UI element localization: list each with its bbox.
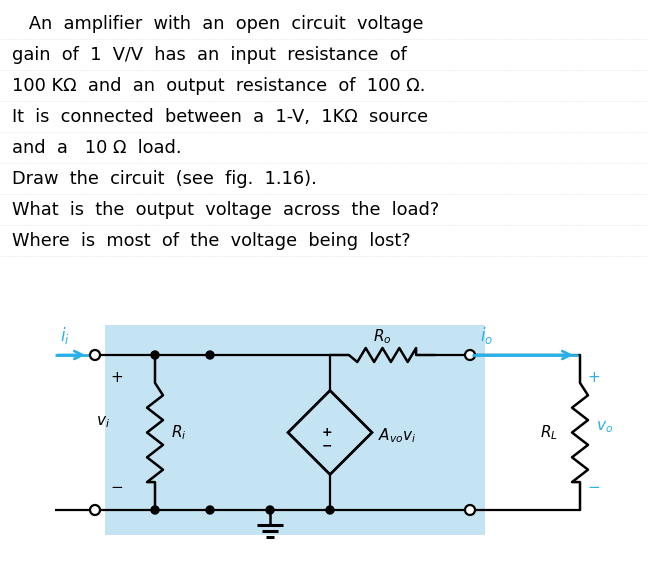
- Text: −: −: [588, 481, 601, 496]
- Text: +: +: [321, 426, 332, 439]
- Text: 100 KΩ  and  an  output  resistance  of  100 Ω.: 100 KΩ and an output resistance of 100 Ω…: [12, 77, 425, 95]
- Circle shape: [206, 351, 214, 359]
- Circle shape: [465, 350, 475, 360]
- Text: It  is  connected  between  a  1-V,  1KΩ  source: It is connected between a 1-V, 1KΩ sourc…: [12, 108, 428, 126]
- Text: $i_o$: $i_o$: [480, 324, 493, 346]
- Text: −: −: [111, 481, 123, 496]
- Text: Where  is  most  of  the  voltage  being  lost?: Where is most of the voltage being lost?: [12, 232, 411, 250]
- Text: and  a   10 Ω  load.: and a 10 Ω load.: [12, 139, 181, 157]
- Text: $i_i$: $i_i$: [60, 324, 70, 346]
- Circle shape: [90, 505, 100, 515]
- Text: What  is  the  output  voltage  across  the  load?: What is the output voltage across the lo…: [12, 201, 439, 219]
- Circle shape: [326, 506, 334, 514]
- Circle shape: [206, 506, 214, 514]
- Circle shape: [151, 351, 159, 359]
- Circle shape: [465, 505, 475, 515]
- Text: $A_{vo}v_i$: $A_{vo}v_i$: [378, 426, 417, 445]
- Text: $v_o$: $v_o$: [596, 420, 613, 435]
- Circle shape: [90, 350, 100, 360]
- Text: +: +: [588, 370, 601, 385]
- Circle shape: [266, 506, 274, 514]
- Text: $R_o$: $R_o$: [373, 328, 392, 346]
- Text: An  amplifier  with  an  open  circuit  voltage: An amplifier with an open circuit voltag…: [12, 15, 424, 33]
- Bar: [105, 325, 485, 535]
- Text: −: −: [322, 440, 332, 453]
- Circle shape: [151, 506, 159, 514]
- Text: +: +: [111, 370, 123, 385]
- Text: gain  of  1  V/V  has  an  input  resistance  of: gain of 1 V/V has an input resistance of: [12, 46, 407, 64]
- Text: Draw  the  circuit  (see  fig.  1.16).: Draw the circuit (see fig. 1.16).: [12, 170, 317, 188]
- Text: $v_i$: $v_i$: [96, 415, 110, 430]
- Text: $R_i$: $R_i$: [171, 423, 187, 442]
- Text: $R_L$: $R_L$: [540, 423, 558, 442]
